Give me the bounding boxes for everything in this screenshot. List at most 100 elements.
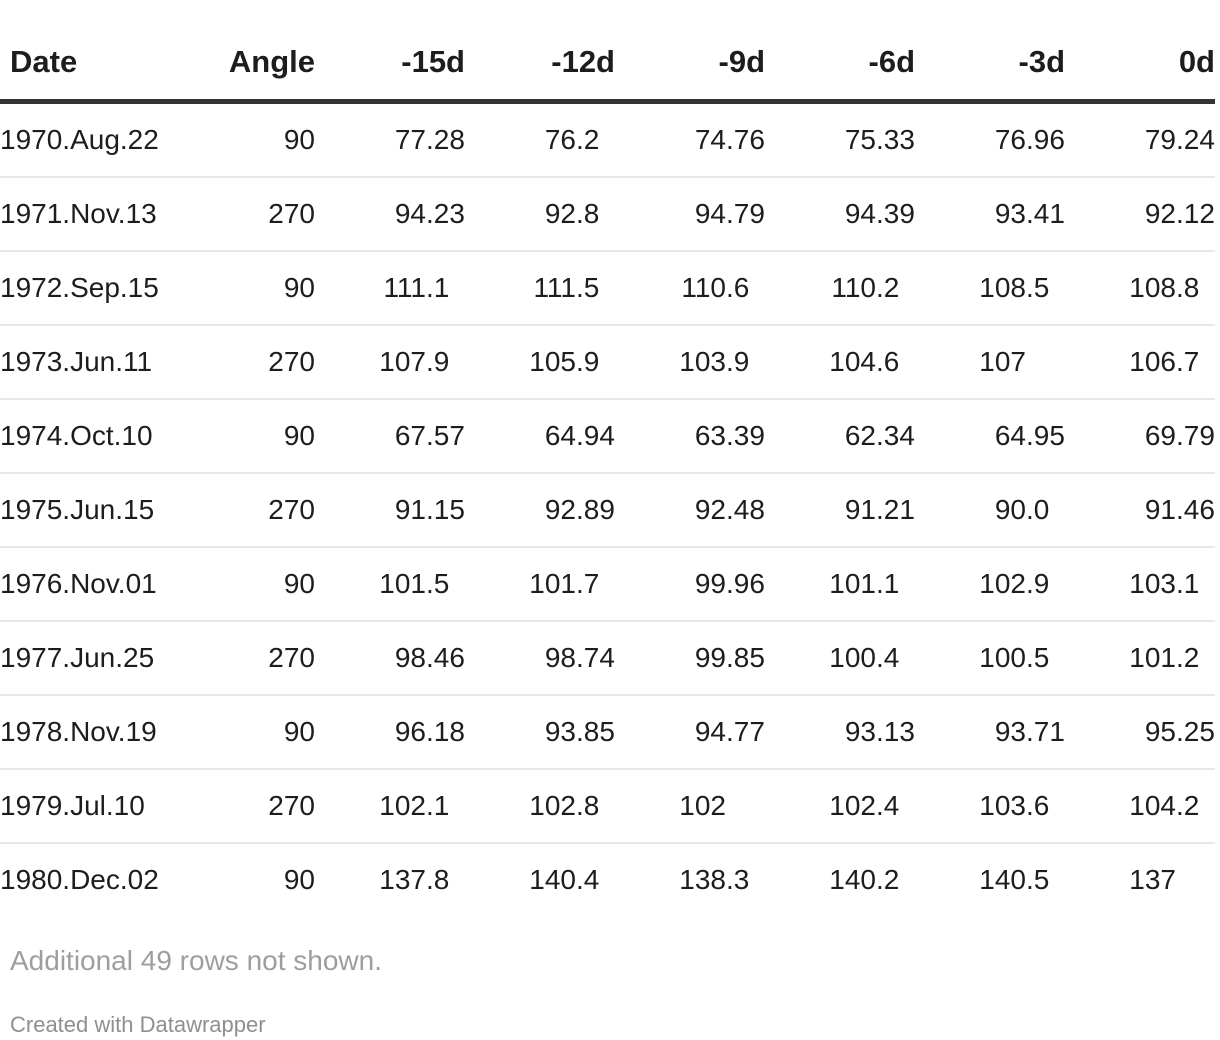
value-cell: 93.71 bbox=[915, 694, 1065, 770]
value-integer-part: 100 bbox=[979, 641, 1026, 673]
value-integer-part: 140 bbox=[829, 863, 876, 895]
value-fraction-part: .94 bbox=[576, 419, 615, 451]
value-fraction-part: .2 bbox=[1176, 641, 1200, 673]
value-cell: 104.2 bbox=[1065, 768, 1215, 844]
date-cell: 1972.Sep.15 bbox=[0, 250, 165, 326]
value-integer-part: 93 bbox=[544, 715, 576, 747]
value-fraction-part: .3 bbox=[726, 863, 750, 895]
column-header-minus-12d: -12d bbox=[465, 0, 615, 104]
column-header-date: Date bbox=[0, 0, 165, 104]
value-integer-part: 108 bbox=[1129, 271, 1176, 303]
table-row: 1970.Aug.22 90 77.28 76.2 74.76 75.33 76.96 79.… bbox=[0, 101, 1215, 178]
value-integer-part: 102 bbox=[829, 789, 876, 821]
value-integer-part: 67 bbox=[394, 419, 426, 451]
value-cell: 102.4 bbox=[765, 768, 915, 844]
value-fraction-part: .6 bbox=[876, 345, 900, 377]
value-integer-part: 76 bbox=[994, 123, 1026, 155]
value-integer-part: 96 bbox=[394, 715, 426, 747]
value-fraction-part: .28 bbox=[426, 123, 465, 155]
value-cell: 91.15 bbox=[315, 472, 465, 548]
value-integer-part: 110 bbox=[681, 271, 726, 303]
value-fraction-part: .48 bbox=[726, 493, 765, 525]
value-fraction-part: .46 bbox=[1176, 493, 1215, 525]
column-header-minus-15d: -15d bbox=[315, 0, 465, 104]
value-cell: 100.4 bbox=[765, 620, 915, 696]
value-fraction-part: .5 bbox=[576, 271, 600, 303]
value-integer-part: 94 bbox=[394, 197, 426, 229]
value-fraction-part: .2 bbox=[876, 863, 900, 895]
value-cell: 62.34 bbox=[765, 398, 915, 474]
value-cell: 93.85 bbox=[465, 694, 615, 770]
value-fraction-part: .1 bbox=[1176, 567, 1200, 599]
value-integer-part: 92 bbox=[544, 197, 576, 229]
value-fraction-part: .9 bbox=[576, 345, 600, 377]
value-cell: 92.12 bbox=[1065, 176, 1215, 252]
value-integer-part: 107 bbox=[379, 345, 426, 377]
value-integer-part: 76 bbox=[544, 123, 576, 155]
value-integer-part: 103 bbox=[979, 789, 1026, 821]
value-cell: 103.9 bbox=[615, 324, 765, 400]
value-cell: 98.46 bbox=[315, 620, 465, 696]
value-cell: 111.1 bbox=[315, 250, 465, 326]
value-cell: 102.1 bbox=[315, 768, 465, 844]
angle-cell: 270 bbox=[165, 768, 315, 844]
value-fraction-part: .46 bbox=[426, 641, 465, 673]
value-fraction-part: .96 bbox=[726, 567, 765, 599]
value-integer-part: 75 bbox=[844, 123, 876, 155]
angle-cell: 270 bbox=[165, 620, 315, 696]
value-fraction-part: .1 bbox=[426, 789, 450, 821]
date-cell: 1978.Nov.19 bbox=[0, 694, 165, 770]
value-fraction-part: .9 bbox=[1026, 567, 1050, 599]
value-integer-part: 99 bbox=[694, 567, 726, 599]
value-integer-part: 93 bbox=[844, 715, 876, 747]
value-fraction-part: .13 bbox=[876, 715, 915, 747]
datawrapper-attribution-link[interactable]: Created with Datawrapper bbox=[10, 1012, 266, 1038]
value-integer-part: 140 bbox=[529, 863, 576, 895]
value-fraction-part: .15 bbox=[426, 493, 465, 525]
table-row: 1972.Sep.15 90 111.1 111.5 110.6 110.2 108.5 10… bbox=[0, 250, 1215, 326]
angle-cell: 270 bbox=[165, 176, 315, 252]
angle-cell: 90 bbox=[165, 546, 315, 622]
value-fraction-part: .24 bbox=[1176, 123, 1215, 155]
value-cell: 103.1 bbox=[1065, 546, 1215, 622]
value-integer-part: 101 bbox=[379, 567, 426, 599]
value-fraction-part: .8 bbox=[576, 789, 600, 821]
value-integer-part: 110 bbox=[831, 271, 876, 303]
value-integer-part: 103 bbox=[679, 345, 726, 377]
value-fraction-part: .2 bbox=[576, 123, 600, 155]
value-integer-part: 102 bbox=[679, 789, 726, 821]
value-cell: 94.77 bbox=[615, 694, 765, 770]
value-cell: 101.5 bbox=[315, 546, 465, 622]
date-cell: 1980.Dec.02 bbox=[0, 863, 159, 895]
value-cell: 94.23 bbox=[315, 176, 465, 252]
value-fraction-part: .34 bbox=[876, 419, 915, 451]
value-fraction-part: .96 bbox=[1026, 123, 1065, 155]
table-row: 1980.Dec.02 90 137.8 140.4 138.3 140.2 140.5 13… bbox=[0, 843, 1215, 916]
value-fraction-part: .2 bbox=[876, 271, 900, 303]
value-fraction-part: .23 bbox=[426, 197, 465, 229]
value-cell: 111.5 bbox=[465, 250, 615, 326]
value-cell: 107.9 bbox=[315, 324, 465, 400]
value-fraction-part: .4 bbox=[876, 789, 900, 821]
value-cell: 74.76 bbox=[615, 101, 765, 178]
value-integer-part: 74 bbox=[694, 123, 726, 155]
value-cell: 140.2 bbox=[765, 843, 915, 916]
value-cell: 137 bbox=[1065, 843, 1215, 916]
date-cell: 1970.Aug.22 bbox=[0, 101, 165, 178]
value-fraction-part: .77 bbox=[726, 715, 765, 747]
table-row: 1973.Jun.11 270 107.9 105.9 103.9 104.6 107 106… bbox=[0, 324, 1215, 400]
angle-cell: 90 bbox=[165, 250, 315, 326]
value-cell: 100.5 bbox=[915, 620, 1065, 696]
column-header-angle: Angle bbox=[165, 0, 315, 104]
data-table: Date Angle -15d -12d -9d -6d -3d 0d 1970.Aug.22… bbox=[0, 0, 1215, 916]
value-fraction-part: .79 bbox=[1176, 419, 1215, 451]
value-fraction-part: .57 bbox=[426, 419, 465, 451]
value-integer-part: 106 bbox=[1129, 345, 1176, 377]
column-header-0d: 0d bbox=[1065, 0, 1215, 104]
angle-cell: 90 bbox=[283, 863, 315, 895]
value-fraction-part: .8 bbox=[576, 197, 600, 229]
value-integer-part: 64 bbox=[544, 419, 576, 451]
value-fraction-part: .6 bbox=[726, 271, 750, 303]
value-fraction-part: .4 bbox=[576, 863, 600, 895]
